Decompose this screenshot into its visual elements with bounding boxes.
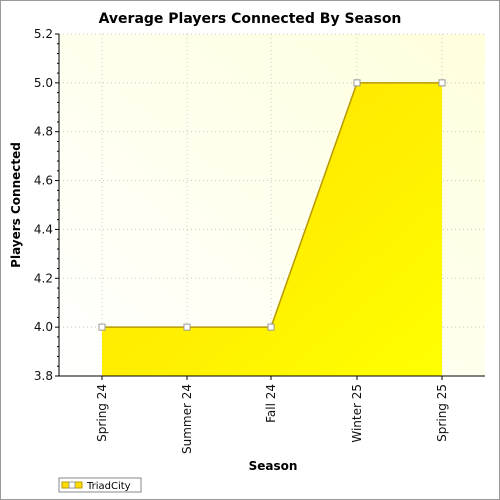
y-tick-label: 4.0	[34, 320, 53, 334]
legend-marker	[68, 481, 76, 489]
y-tick-label: 4.8	[34, 125, 53, 139]
chart-title: Average Players Connected By Season	[99, 11, 402, 27]
y-axis-label: Players Connected	[9, 142, 23, 268]
legend-label: TriadCity	[86, 481, 131, 492]
y-tick-label: 5.0	[34, 76, 53, 90]
y-tick-label: 4.4	[34, 222, 53, 236]
data-point-marker	[438, 79, 446, 87]
y-tick-label: 5.2	[34, 27, 53, 41]
x-tick-label: Winter 25	[350, 384, 364, 443]
x-tick-label: Summer 24	[180, 384, 194, 454]
data-point-marker	[183, 323, 191, 331]
x-tick-label: Fall 24	[264, 384, 278, 423]
data-point-marker	[267, 323, 275, 331]
x-tick-label: Spring 24	[95, 384, 109, 442]
y-tick-label: 4.2	[34, 271, 53, 285]
x-axis-label: Season	[249, 459, 298, 473]
data-point-marker	[98, 323, 106, 331]
legend: TriadCity	[58, 477, 142, 493]
series-markers	[98, 79, 446, 331]
y-tick-label: 4.6	[34, 174, 53, 188]
y-axis-ticks: 3.8 4.0 4.2 4.4 4.6 4.8 5.0 5.2	[34, 27, 59, 383]
data-point-marker	[353, 79, 361, 87]
x-axis-ticks: Spring 24 Summer 24 Fall 24 Winter 25 Spring…	[95, 376, 449, 454]
x-tick-label: Spring 25	[435, 384, 449, 442]
area-fill	[102, 82, 442, 376]
y-tick-label: 3.8	[34, 369, 53, 383]
